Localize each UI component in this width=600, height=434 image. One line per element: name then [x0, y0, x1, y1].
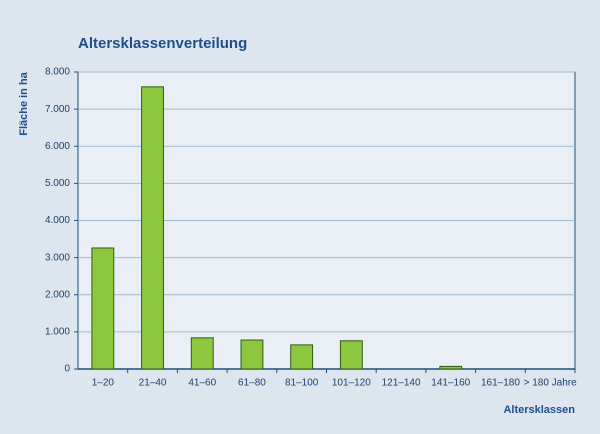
x-tick-label: 1–20 [92, 378, 115, 389]
y-tick-label: 6.000 [45, 141, 70, 152]
y-tick-label: 8.000 [45, 67, 70, 78]
x-tick-label: 81–100 [285, 378, 319, 389]
x-tick-label: 61–80 [238, 378, 266, 389]
x-tick-label: 41–60 [188, 378, 216, 389]
x-tick-label: 101–120 [332, 378, 371, 389]
y-tick-label: 3.000 [45, 252, 70, 263]
bar [240, 339, 264, 370]
bar [141, 86, 164, 370]
y-tick-label: 7.000 [45, 104, 70, 115]
y-tick-label: 5.000 [45, 178, 70, 189]
bar [91, 247, 115, 370]
chart-title: Altersklassenverteilung [78, 35, 247, 52]
x-axis-title: Altersklassen [503, 404, 575, 416]
x-tick-label: > 180 Jahre [524, 378, 578, 389]
bar [290, 344, 314, 370]
x-tick-label: 121–140 [382, 378, 421, 389]
y-tick-label: 2.000 [45, 289, 70, 300]
x-tick-label: 21–40 [139, 378, 167, 389]
y-tick-label: 1.000 [45, 327, 70, 338]
bar [339, 340, 363, 370]
y-tick-label: 4.000 [45, 215, 70, 226]
y-axis-title: Fläche in ha [18, 71, 30, 135]
x-tick-label: 161–180 [481, 378, 520, 389]
y-tick-label: 0 [64, 364, 70, 375]
bar [439, 365, 463, 370]
x-tick-label: 141–160 [431, 378, 470, 389]
bar [190, 337, 214, 370]
